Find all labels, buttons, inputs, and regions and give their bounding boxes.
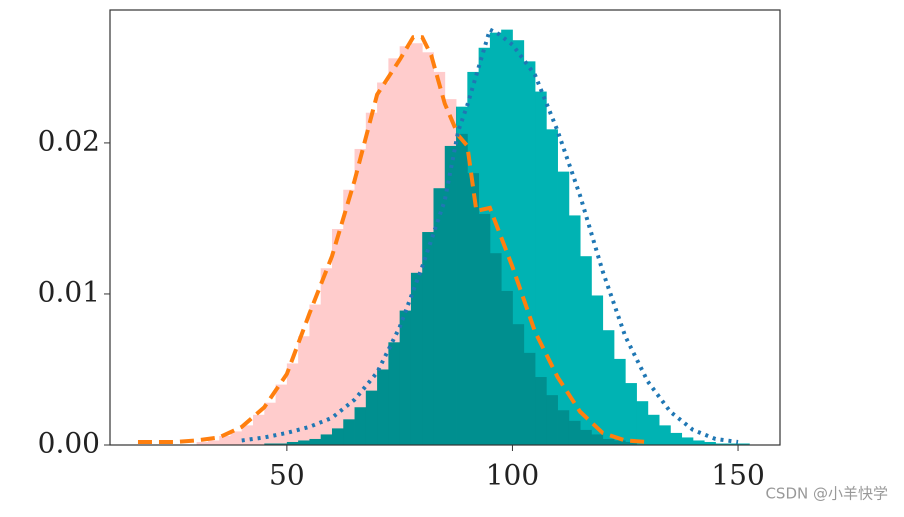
histogram-bar [207,440,220,445]
histogram-bar [456,106,468,446]
histogram [264,29,750,446]
histogram-bar [613,358,626,445]
histogram-bar [230,431,243,445]
histogram-bar [546,129,558,445]
watermark: CSDN @小羊快学 [765,485,888,503]
density-line [137,35,648,444]
histogram-bar [433,188,446,445]
histogram-bar [568,215,581,445]
histogram-bar [309,304,322,445]
histogram-bar [557,171,570,446]
histogram-bar [320,434,333,445]
histogram-bar [410,43,423,446]
histogram-bar [354,148,367,446]
histogram-bar [377,369,389,445]
histogram-bar [399,310,412,445]
histogram-bar [196,441,209,445]
histogram-bar [602,330,615,445]
y-tick-label: 0.02 [38,124,100,157]
histogram-bar [478,47,491,446]
histogram-bar [354,407,367,445]
histogram-bar [309,438,322,445]
histogram-bar [377,82,389,445]
histogram-bar [286,363,299,445]
histogram-bar [343,189,355,445]
histogram-bar [647,414,660,445]
plot-area [137,26,750,446]
histogram-bar [410,272,423,445]
histogram-bar [523,61,536,446]
x-tick-label: 100 [486,459,539,492]
histogram-bar [636,401,649,445]
histogram-bar [365,112,378,445]
histogram-bar [331,229,344,445]
y-tick-label: 0.00 [38,427,100,460]
histogram-bar [399,46,412,445]
histogram-bar [625,383,637,445]
x-tick-label: 150 [711,459,764,492]
histogram-bar [738,443,750,445]
histogram-bar [715,443,728,445]
y-tick-label: 0.01 [38,275,100,308]
histogram-bar [264,443,276,445]
histogram-bar [489,32,502,445]
histogram-bar [219,435,231,445]
histogram-bar [726,443,739,445]
histogram-bar [501,29,513,446]
histogram-bar [365,390,378,445]
histogram-bar [444,145,457,445]
histogram-bar [467,71,480,445]
histogram-bar [275,443,288,445]
histogram-bar [692,440,705,445]
histogram-bar [298,336,310,445]
histogram-bar [320,268,333,445]
histogram-bar [241,425,254,445]
histogram-bar [343,419,355,445]
histogram-bar [681,437,694,445]
histogram-bar [275,384,288,445]
histogram-bar [253,414,265,445]
histogram-bar [286,441,299,445]
histogram-bar [331,428,344,445]
histogram-bar [670,432,683,445]
histogram-bar [388,58,401,445]
histogram-bar [264,402,276,445]
density-line [241,26,739,444]
histogram-bar [422,232,434,445]
histogram-bar [298,440,310,445]
histogram-bar [580,256,592,445]
histogram-bar [704,441,716,445]
x-tick-label: 50 [269,459,305,492]
histogram-bar [535,91,547,445]
histogram-bar [591,295,604,445]
plot-frame [109,9,781,446]
histogram-bar [388,342,401,445]
histogram-bar [659,425,671,445]
histogram-bar [512,40,525,445]
